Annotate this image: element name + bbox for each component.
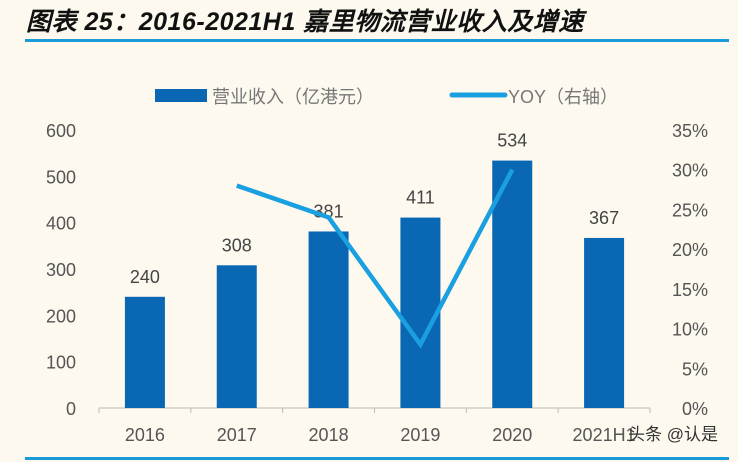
- y2-tick-label: 25%: [672, 200, 708, 220]
- data-label: 411: [406, 188, 435, 208]
- y-tick-label: 300: [46, 260, 76, 280]
- y-tick-label: 500: [46, 167, 76, 187]
- bar: [216, 265, 257, 408]
- y2-tick-label: 35%: [672, 121, 708, 141]
- x-tick-label: 2016: [125, 425, 165, 445]
- bar: [492, 160, 533, 408]
- data-label: 308: [222, 235, 252, 255]
- x-tick-label: 2017: [217, 425, 257, 445]
- yoy-line: [236, 168, 515, 349]
- bar: [124, 296, 165, 408]
- watermark: 头条 @认是: [628, 425, 718, 444]
- bar: [308, 231, 349, 408]
- x-tick-label: 2019: [400, 425, 440, 445]
- legend-swatch-revenue: [155, 89, 207, 102]
- y-tick-label: 400: [46, 214, 76, 234]
- data-label: 240: [130, 267, 160, 287]
- x-tick-label: 2020: [492, 425, 532, 445]
- bar: [400, 217, 441, 408]
- y-tick-label: 100: [46, 353, 76, 373]
- y2-tick-label: 15%: [672, 280, 708, 300]
- data-label: 534: [497, 131, 527, 151]
- y2-tick-label: 0%: [682, 399, 708, 419]
- x-tick-label: 2021H1: [573, 425, 636, 445]
- y2-tick-label: 5%: [682, 359, 708, 379]
- y-tick-label: 200: [46, 306, 76, 326]
- y-tick-label: 0: [66, 399, 76, 419]
- title-underline: [25, 39, 729, 42]
- bottom-rule: [25, 457, 729, 460]
- y2-tick-label: 30%: [672, 161, 708, 181]
- chart-title: 图表 25：2016-2021H1 嘉里物流营业收入及增速: [26, 8, 584, 36]
- bar: [584, 237, 625, 408]
- y2-tick-label: 10%: [672, 320, 708, 340]
- x-tick-label: 2018: [309, 425, 349, 445]
- legend-label-revenue: 营业收入（亿港元）: [212, 87, 374, 107]
- legend-label-yoy: YOY（右轴）: [508, 87, 618, 107]
- y2-tick-label: 20%: [672, 240, 708, 260]
- y-tick-label: 600: [46, 121, 76, 141]
- data-label: 367: [589, 208, 619, 228]
